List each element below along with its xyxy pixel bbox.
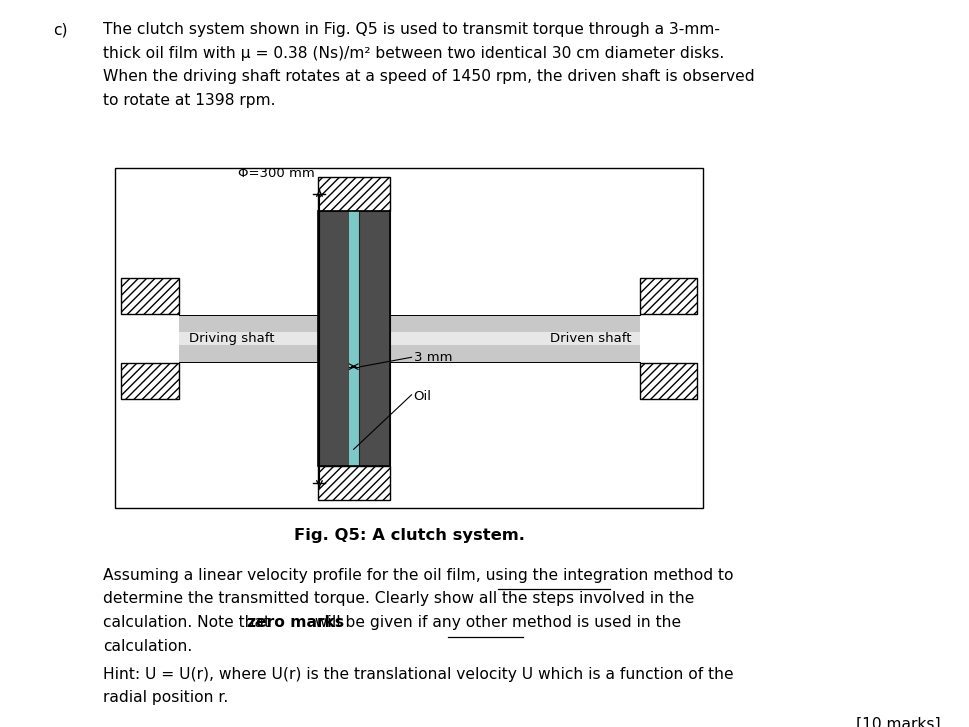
Text: Driven shaft: Driven shaft <box>550 332 632 345</box>
Text: thick oil film with μ = 0.38 (Ns)/m² between two identical 30 cm diameter disks.: thick oil film with μ = 0.38 (Ns)/m² bet… <box>103 46 725 61</box>
Bar <box>359 211 391 466</box>
Bar <box>640 278 698 314</box>
Bar <box>391 315 640 362</box>
Bar <box>349 211 359 466</box>
Text: determine the transmitted torque. Clearly show all the steps involved in the: determine the transmitted torque. Clearl… <box>103 591 695 606</box>
Bar <box>319 211 391 466</box>
Text: will be given if any other method is used in the: will be given if any other method is use… <box>310 615 681 630</box>
Bar <box>121 278 179 314</box>
Text: radial position r.: radial position r. <box>103 691 229 705</box>
Text: The clutch system shown in Fig. Q5 is used to transmit torque through a 3-mm-: The clutch system shown in Fig. Q5 is us… <box>103 22 720 37</box>
Text: calculation. Note that: calculation. Note that <box>103 615 275 630</box>
Bar <box>640 363 698 398</box>
Text: [10 marks]: [10 marks] <box>856 716 941 727</box>
Text: calculation.: calculation. <box>103 638 192 654</box>
Text: Φ=300 mm: Φ=300 mm <box>237 166 315 180</box>
Bar <box>319 177 391 211</box>
Bar <box>319 211 349 466</box>
Bar <box>179 332 319 345</box>
Bar <box>391 332 640 345</box>
Text: Oil: Oil <box>414 390 431 403</box>
Bar <box>121 363 179 398</box>
Bar <box>179 315 319 362</box>
Text: Assuming a linear velocity profile for the oil film, using the integration metho: Assuming a linear velocity profile for t… <box>103 568 734 582</box>
Text: When the driving shaft rotates at a speed of 1450 rpm, the driven shaft is obser: When the driving shaft rotates at a spee… <box>103 69 755 84</box>
Text: zero marks: zero marks <box>247 615 344 630</box>
Text: c): c) <box>53 22 68 37</box>
Text: Fig. Q5: A clutch system.: Fig. Q5: A clutch system. <box>294 528 524 543</box>
Text: to rotate at 1398 rpm.: to rotate at 1398 rpm. <box>103 93 275 108</box>
Text: 3 mm: 3 mm <box>414 350 452 364</box>
Bar <box>115 168 703 507</box>
Text: Driving shaft: Driving shaft <box>189 332 274 345</box>
Text: Hint: U = U(r), where U(r) is the translational velocity U which is a function o: Hint: U = U(r), where U(r) is the transl… <box>103 667 734 682</box>
Bar <box>319 466 391 500</box>
